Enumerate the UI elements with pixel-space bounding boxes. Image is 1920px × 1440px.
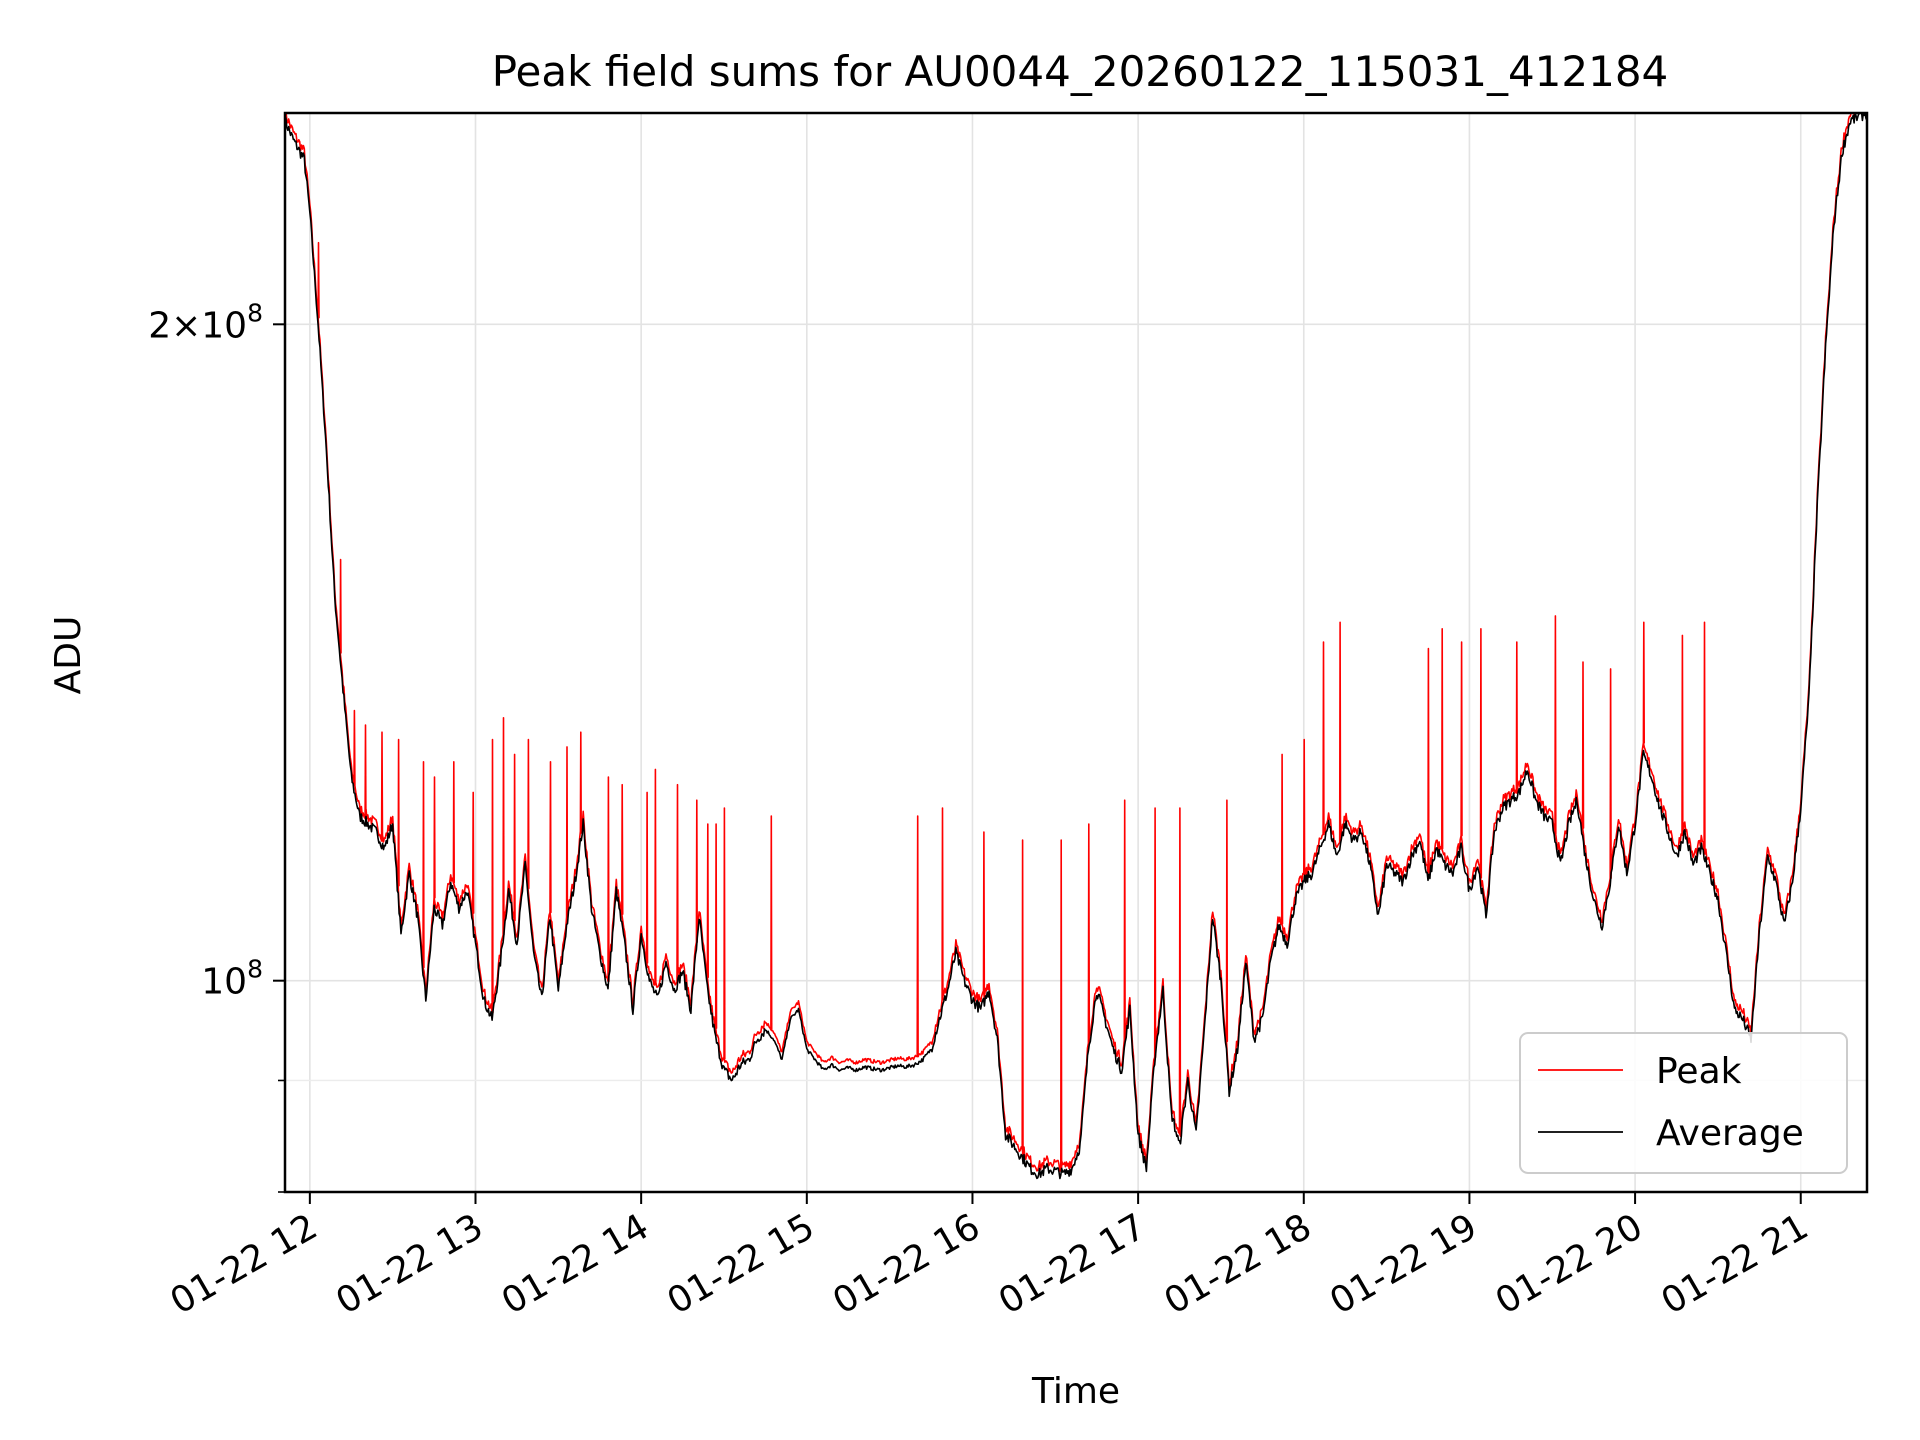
y-tick-label: 2×108 [148,298,263,346]
series-average-line [285,113,1867,1180]
x-axis-label: Time [1031,1371,1120,1412]
chart-title: Peak field sums for AU0044_20260122_1150… [492,47,1669,96]
y-tick-label: 108 [201,955,263,1003]
y-axis: 108 2×108 [148,298,285,1193]
legend-box [1519,1032,1848,1174]
legend: Peak Average [1519,1032,1848,1174]
series-peak-line [285,113,1864,1172]
legend-peak-label: Peak [1656,1051,1742,1092]
y-axis-label: ADU [48,616,89,695]
plot-area [285,113,1867,1180]
legend-average-label: Average [1656,1113,1804,1154]
plot-frame [283,111,1869,1194]
